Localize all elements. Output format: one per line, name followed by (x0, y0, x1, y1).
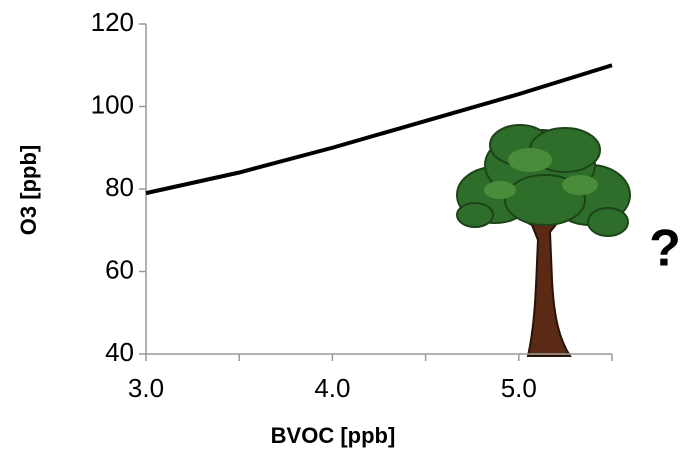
x-tick-label: 4.0 (314, 373, 350, 403)
x-tick-label: 3.0 (128, 373, 164, 403)
y-tick-label: 60 (105, 254, 134, 284)
y-tick-label: 40 (105, 337, 134, 367)
y-tick-label: 100 (91, 89, 134, 119)
y-tick-label: 120 (91, 7, 134, 37)
y-axis-title: O3 [ppb] (16, 145, 41, 235)
x-tick-label: 5.0 (501, 373, 537, 403)
y-tick-label: 80 (105, 172, 134, 202)
x-axis-title: BVOC [ppb] (271, 423, 396, 448)
data-line (145, 63, 613, 196)
annotation: ? (649, 220, 681, 278)
tree-illustration (456, 124, 631, 357)
